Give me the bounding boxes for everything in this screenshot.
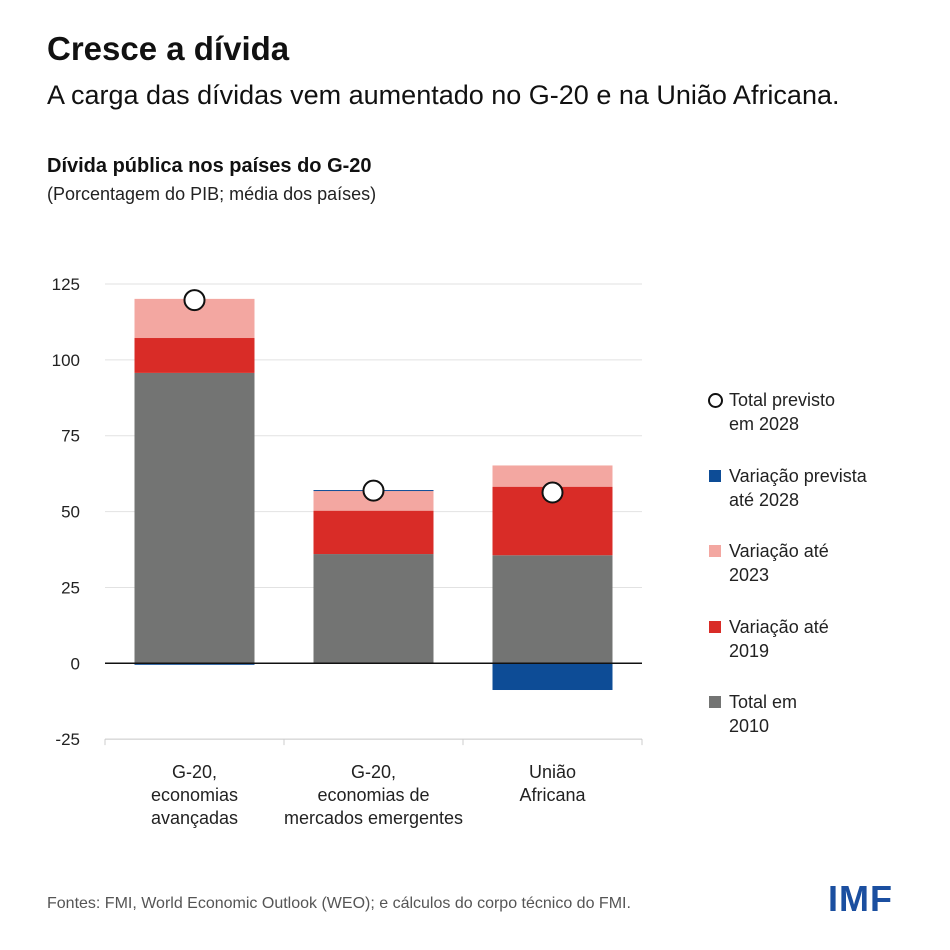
x-tick-label: Africana — [519, 785, 586, 805]
x-tick-label: União — [529, 762, 576, 782]
color-swatch — [709, 620, 721, 633]
y-tick-label: 75 — [61, 427, 80, 446]
forecast-2028-marker — [362, 479, 385, 502]
x-tick-label: mercados emergentes — [284, 808, 463, 828]
legend-label: Variação até 2019 — [729, 616, 829, 661]
page-title: Cresce a dívida — [47, 30, 290, 67]
bar-segment — [134, 338, 255, 373]
chart-subtitle: (Porcentagem do PIB; média dos países) — [47, 184, 377, 204]
x-tick-label: economias de — [317, 785, 429, 805]
page-subtitle: A carga das dívidas vem aumentado no G-2… — [47, 80, 840, 110]
y-tick-label: 100 — [52, 351, 80, 370]
legend-label: Total previsto em 2028 — [729, 390, 836, 434]
x-tick-label: G-20, — [351, 762, 396, 782]
x-tick-label: G-20, — [172, 762, 217, 782]
x-tick-label: economias — [151, 785, 238, 805]
imf-logo: IMF — [828, 878, 893, 919]
bar-segment — [313, 554, 434, 664]
y-tick-label: 25 — [61, 578, 80, 597]
bar-segment — [492, 465, 613, 487]
legend-label: Total em 2010 — [729, 692, 798, 736]
y-tick-label: 125 — [52, 275, 80, 294]
forecast-2028-marker — [183, 289, 206, 312]
color-swatch — [709, 696, 721, 708]
y-tick-label: 50 — [61, 503, 80, 522]
bar-segment — [134, 663, 255, 665]
bar-segment — [313, 510, 434, 555]
bar-segment — [134, 372, 255, 664]
bar-segment — [492, 555, 613, 664]
forecast-2028-marker — [541, 481, 564, 504]
chart-title: Dívida pública nos países do G-20 — [47, 155, 372, 177]
y-tick-label: -25 — [55, 730, 80, 749]
legend-label: Variação prevista até 2028 — [729, 465, 867, 510]
color-swatch — [709, 469, 721, 482]
y-tick-label: 0 — [71, 654, 80, 673]
color-swatch — [709, 545, 721, 557]
legend-label: Variação até 2023 — [729, 541, 829, 585]
circle-marker-icon — [708, 393, 723, 408]
x-tick-label: avançadas — [151, 808, 238, 828]
source-note: Fontes: FMI, World Economic Outlook (WEO… — [47, 895, 631, 912]
bar-segment — [492, 663, 613, 691]
